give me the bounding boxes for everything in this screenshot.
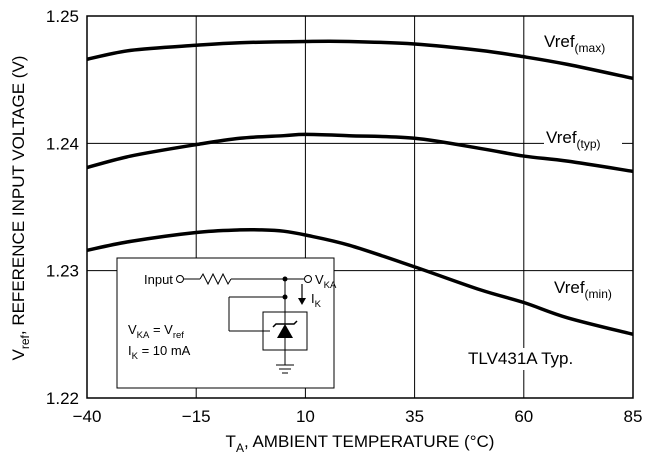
x-tick-label: −40: [73, 407, 102, 426]
y-axis-title: Vref, REFERENCE INPUT VOLTAGE (V): [9, 56, 32, 361]
plot-frame: [86, 15, 634, 399]
series-line-typ: [86, 132, 634, 174]
vka-label: VKA: [315, 272, 337, 291]
resistor-symbol: [199, 272, 232, 286]
series-label-bg-min: [552, 278, 632, 302]
shunt-regulator-symbol: [277, 324, 293, 338]
input-terminal: [176, 275, 184, 283]
inset-input-label: Input: [144, 272, 173, 287]
series-label-typ: Vref(typ): [546, 128, 601, 151]
current-arrow-head: [298, 298, 306, 305]
x-tick-label: 85: [624, 407, 643, 426]
y-tick-label: 1.23: [46, 262, 79, 281]
inset-eq-vka: VKA = Vref: [128, 322, 184, 341]
inset-schematic: Input VKA IK VKA = Vref IK = 10 mA: [116, 257, 337, 389]
y-tick-label: 1.22: [46, 389, 79, 408]
x-tick-label: 60: [514, 407, 533, 426]
x-tick-label: 10: [296, 407, 315, 426]
ik-label: IK: [311, 291, 322, 310]
vka-terminal: [304, 275, 312, 283]
series-label-max: Vref(max): [544, 32, 605, 55]
inset-eq-ik: IK = 10 mA: [128, 343, 191, 362]
series-label-min: Vref(min): [554, 278, 612, 301]
series-label-bg-typ: [544, 127, 622, 151]
annotation-label: TLV431A Typ.: [468, 349, 573, 368]
series-line-max: [86, 39, 634, 81]
annotation-bg: [465, 348, 587, 370]
y-tick-label: 1.24: [46, 134, 79, 153]
series-lines: [86, 39, 634, 337]
y-tick-label: 1.25: [46, 7, 79, 26]
x-tick-label: 35: [405, 407, 424, 426]
x-tick-label: −15: [182, 407, 211, 426]
tick-labels: −40 −15 10 35 60 85 1.22 1.23 1.24 1.25: [46, 7, 643, 426]
series-label-bg-max: [541, 30, 631, 54]
series-line-min: [86, 227, 634, 337]
x-axis-title: TA, AMBIENT TEMPERATURE (°C): [226, 432, 495, 455]
